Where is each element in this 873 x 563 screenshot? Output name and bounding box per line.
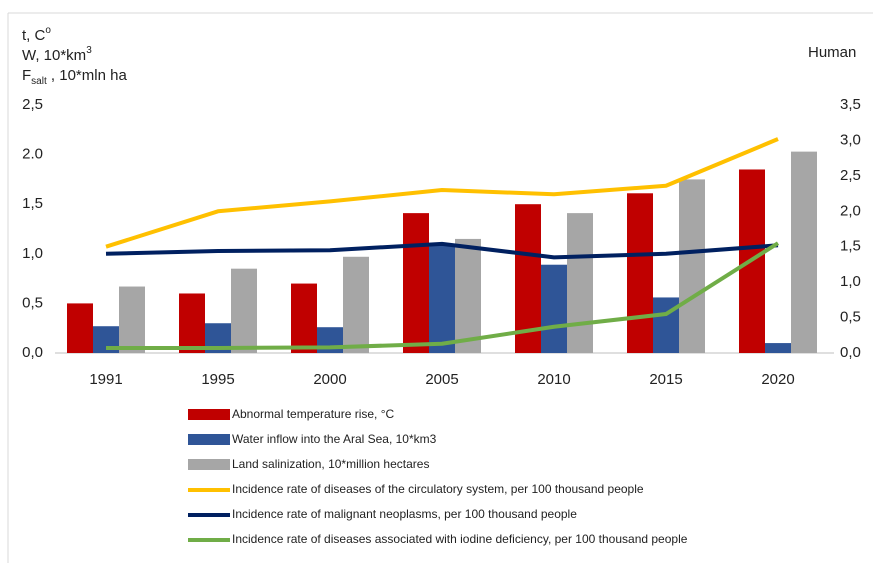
y2-tick-label: 3,5 [840, 96, 861, 113]
bar [429, 244, 455, 353]
bar [541, 264, 567, 353]
y2-axis-title: Human [808, 44, 856, 61]
bar [679, 179, 705, 353]
x-tick-label: 2020 [761, 371, 794, 388]
y2-tick-label: 0,0 [840, 344, 861, 361]
y2-tick-label: 2,5 [840, 167, 861, 184]
bar [765, 343, 791, 353]
title-sup: o [45, 25, 51, 36]
legend-label: Incidence rate of diseases associated wi… [232, 532, 688, 546]
legend-label: Land salinization, 10*million hectares [232, 457, 429, 471]
y-tick-label: 0,0 [22, 344, 43, 361]
bar [343, 256, 369, 353]
y-axis-title: W, 10*km3 [22, 45, 92, 64]
y-tick-label: 0,5 [22, 294, 43, 311]
bar [291, 283, 317, 353]
legend-label: Incidence rate of malignant neoplasms, p… [232, 507, 577, 521]
line-series [105, 241, 779, 260]
x-tick-label: 2000 [313, 371, 346, 388]
title-sup: 3 [86, 45, 92, 56]
bar [627, 193, 653, 353]
line-series [106, 241, 780, 351]
y2-tick-label: 0,5 [840, 309, 861, 326]
y2-tick-label: 2,0 [840, 202, 861, 219]
title-text: W, 10*km [22, 47, 86, 64]
bar [653, 297, 679, 353]
legend-label: Abnormal temperature rise, °C [232, 407, 395, 421]
x-tick-label: 1995 [201, 371, 234, 388]
bar [119, 286, 145, 353]
bar [455, 238, 481, 353]
y2-tick-label: 3,0 [840, 131, 861, 148]
title-text: F [22, 67, 31, 84]
title-text: t, C [22, 27, 46, 44]
bar [179, 293, 205, 353]
legend-swatch [188, 459, 230, 470]
x-tick-label: 2010 [537, 371, 570, 388]
bar [403, 213, 429, 353]
title-text: , 10*mln ha [47, 67, 128, 84]
legend-label: Water inflow into the Aral Sea, 10*km3 [232, 432, 437, 446]
bar [567, 213, 593, 353]
bar [231, 268, 257, 353]
y-tick-label: 2.0 [22, 146, 43, 163]
bar [67, 303, 93, 353]
legend-swatch [188, 409, 230, 420]
x-tick-label: 1991 [89, 371, 122, 388]
legend-swatch [188, 434, 230, 445]
y-tick-label: 1,0 [22, 245, 43, 262]
y-axis-title: Fsalt , 10*mln ha [22, 67, 127, 87]
x-tick-label: 2005 [425, 371, 458, 388]
x-tick-label: 2015 [649, 371, 682, 388]
bar [791, 151, 817, 353]
y2-tick-label: 1,5 [840, 238, 861, 255]
title-sub: salt [31, 76, 47, 87]
y-axis-title: t, Co [22, 25, 51, 44]
y-tick-label: 1,5 [22, 195, 43, 212]
legend-label: Incidence rate of diseases of the circul… [232, 482, 644, 496]
y-tick-label: 2,5 [22, 96, 43, 113]
y2-tick-label: 1,0 [840, 273, 861, 290]
line-series [105, 137, 779, 249]
